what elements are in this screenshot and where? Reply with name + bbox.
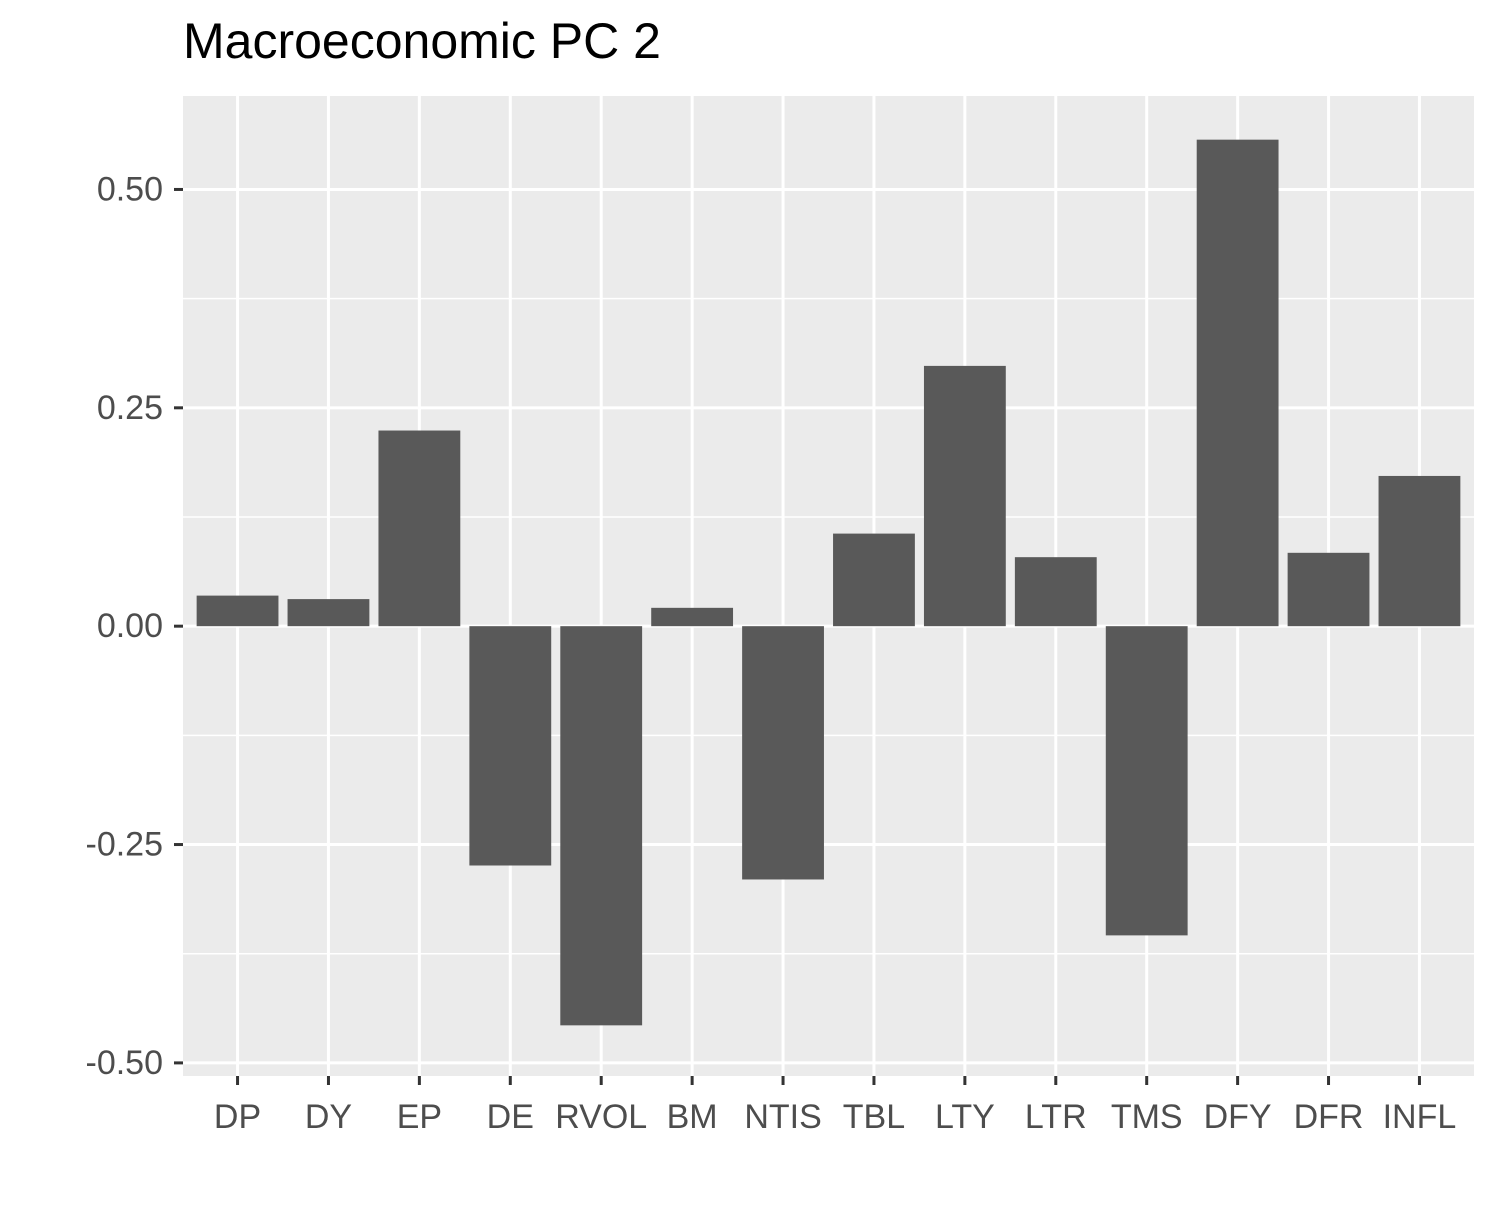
bar-dfr <box>1287 552 1370 627</box>
x-tick-label: NTIS <box>744 1098 821 1136</box>
bar-dp <box>196 595 279 627</box>
x-tick-label: EP <box>397 1098 442 1136</box>
y-tick-label: -0.25 <box>86 826 164 864</box>
bar-rvol <box>560 626 643 1026</box>
y-tick-label: 0.00 <box>97 607 163 645</box>
bar-tms <box>1105 626 1188 936</box>
x-tick-label: TBL <box>843 1098 905 1136</box>
x-tick-label: INFL <box>1383 1098 1457 1136</box>
x-tick-label: LTY <box>935 1098 995 1136</box>
x-tick-label: LTR <box>1025 1098 1087 1136</box>
x-tick-label: DY <box>305 1098 352 1136</box>
x-tick-label: DFR <box>1294 1098 1364 1136</box>
bar-dy <box>287 599 370 627</box>
x-tick-label: RVOL <box>555 1098 647 1136</box>
x-axis: DP DY EP DE RVOL BM NTIS TBL LTY LTR TMS DFY DFR INFL <box>214 1076 1456 1136</box>
bar-lty <box>923 365 1006 627</box>
bar-ep <box>378 430 461 627</box>
bar-ltr <box>1014 557 1097 627</box>
y-tick-label: 0.25 <box>97 389 163 427</box>
bar-de <box>469 626 552 866</box>
y-tick-label: -0.50 <box>86 1044 164 1082</box>
chart-title: Macroeconomic PC 2 <box>183 13 661 69</box>
bars <box>196 139 1461 1026</box>
y-tick-label: 0.50 <box>97 170 163 208</box>
bar-tbl <box>833 533 915 627</box>
bar-dfy <box>1196 139 1279 627</box>
plot-panel <box>183 96 1474 1076</box>
x-tick-label: DE <box>487 1098 534 1136</box>
y-axis: -0.50 -0.25 0.00 0.25 0.50 <box>86 170 183 1082</box>
x-tick-label: DFY <box>1204 1098 1272 1136</box>
x-tick-label: TMS <box>1111 1098 1183 1136</box>
x-tick-label: BM <box>667 1098 718 1136</box>
bar-bm <box>651 607 734 627</box>
bar-infl <box>1378 475 1461 627</box>
x-tick-label: DP <box>214 1098 261 1136</box>
bar-ntis <box>742 626 824 880</box>
